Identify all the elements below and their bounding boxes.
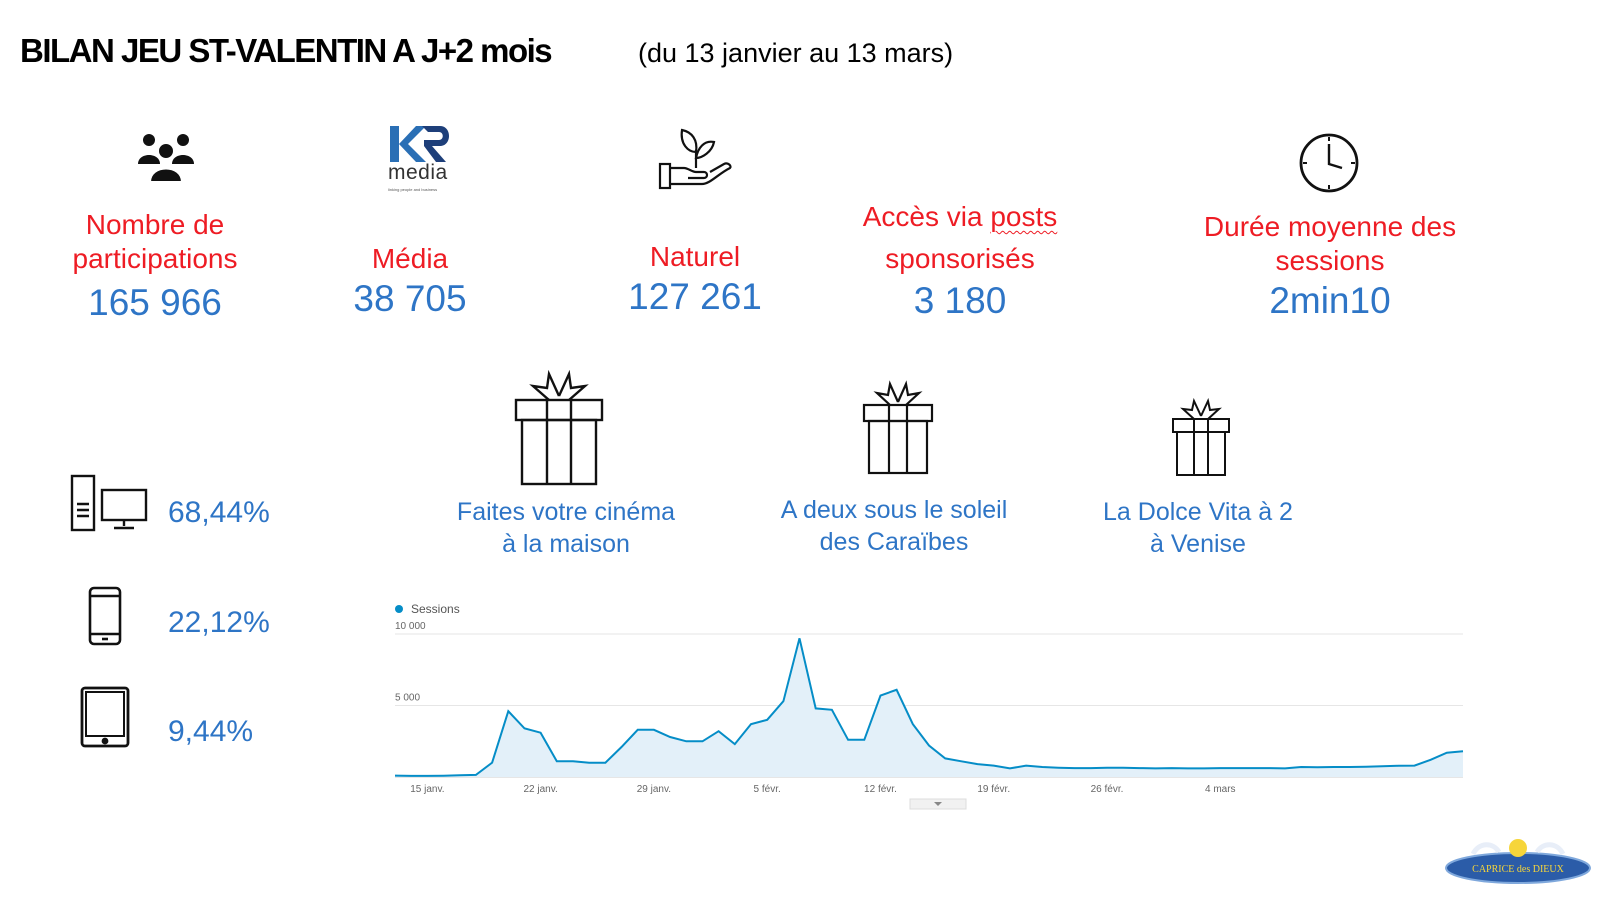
sessions-chart-svg: 10 000 5 000 Sessions 15 janv. 22 janv. 29 ja… — [394, 602, 1464, 810]
smartphone-icon — [88, 586, 122, 646]
gift-box-icon — [1172, 398, 1230, 476]
kpi-sponsored-value: 3 180 — [913, 280, 1007, 321]
x-tick-label: 22 janv. — [523, 784, 557, 795]
mobile-percentage: 22,12% — [168, 606, 270, 639]
sessions-line — [394, 638, 1464, 777]
tablet-icon — [80, 686, 130, 748]
kpi-participations-label-1: Nombre de — [85, 209, 225, 240]
kpi-participations-value: 165 966 — [88, 282, 222, 323]
legend-marker — [395, 605, 403, 613]
caprice-logo-text: CAPRICE des DIEUX — [1472, 864, 1564, 875]
sessions-chart: 10 000 5 000 Sessions 15 janv. 22 janv. 29 ja… — [394, 602, 1510, 827]
legend-label: Sessions — [411, 602, 460, 616]
sessions-area — [395, 638, 1463, 777]
x-tick-label: 4 mars — [1205, 784, 1236, 795]
kpi-naturel-value: 127 261 — [628, 276, 762, 317]
tablet-percentage: 9,44% — [168, 715, 254, 748]
kr-media-logo-text: media — [388, 161, 448, 184]
prize-1-label: Faites votre cinéma à la maison — [436, 496, 696, 560]
prize-1-line-2: à la maison — [502, 530, 630, 558]
desktop-percentage: 68,44% — [168, 496, 270, 529]
chevron-down-icon — [934, 802, 942, 806]
gift-box-icon — [862, 380, 934, 475]
kpi-duration-value: 2min10 — [1269, 280, 1391, 321]
kpi-sponsored-label-pre: Accès via — [862, 201, 991, 232]
x-tick-label: 26 févr. — [1091, 784, 1124, 795]
desktop-computer-icon — [70, 474, 148, 532]
caprice-des-dieux-logo: CAPRICE des DIEUX — [1445, 839, 1591, 884]
users-group-icon — [138, 134, 194, 183]
kpi-participations-label-2: participations — [72, 243, 238, 274]
prize-2-line-2: des Caraïbes — [819, 528, 969, 556]
x-tick-label: 12 févr. — [864, 784, 897, 795]
prize-3-label: La Dolce Vita à 2 à Venise — [1078, 496, 1318, 560]
kpi-media: Média 38 705 — [330, 242, 490, 320]
kpi-sponsored-label-wavy: posts — [990, 201, 1058, 232]
kpi-sponsored: Accès via posts sponsorisés 3 180 — [840, 200, 1080, 322]
prize-2-line-1: A deux sous le soleil — [780, 496, 1008, 524]
gift-box-icon — [514, 370, 604, 486]
plant-hand-icon — [658, 128, 732, 190]
kpi-naturel: Naturel 127 261 — [600, 240, 790, 318]
page-title: BILAN JEU ST-VALENTIN A J+2 mois — [20, 32, 553, 69]
x-tick-label: 19 févr. — [977, 784, 1010, 795]
kpi-participations: Nombre de participations 165 966 — [50, 208, 260, 324]
kpi-sponsored-label-1: Accès via posts — [840, 200, 1080, 234]
kr-media-logo: media linking people and business — [388, 124, 464, 196]
x-tick-label: 15 janv. — [410, 784, 444, 795]
prize-1-line-1: Faites votre cinéma — [456, 498, 676, 526]
kr-media-logo-tagline: linking people and business — [388, 187, 438, 192]
kpi-media-label: Média — [371, 243, 449, 274]
y-tick-label: 10 000 — [395, 621, 426, 632]
date-range-subtitle: (du 13 janvier au 13 mars) — [638, 38, 954, 68]
prize-2-label: A deux sous le soleil des Caraïbes — [764, 494, 1024, 558]
prize-3-line-2: à Venise — [1150, 530, 1246, 558]
kpi-duration-label-2: sessions — [1275, 245, 1385, 276]
kpi-duration: Durée moyenne des sessions 2min10 — [1180, 210, 1480, 322]
kpi-naturel-label: Naturel — [649, 241, 741, 272]
y-tick-label: 5 000 — [395, 693, 420, 704]
kpi-sponsored-label-2: sponsorisés — [885, 243, 1035, 274]
x-tick-label: 29 janv. — [637, 784, 671, 795]
x-tick-label: 5 févr. — [754, 784, 781, 795]
kpi-duration-label-1: Durée moyenne des — [1203, 211, 1457, 242]
kpi-media-value: 38 705 — [353, 278, 467, 319]
prize-3-line-1: La Dolce Vita à 2 — [1103, 498, 1293, 526]
clock-icon — [1299, 133, 1359, 193]
